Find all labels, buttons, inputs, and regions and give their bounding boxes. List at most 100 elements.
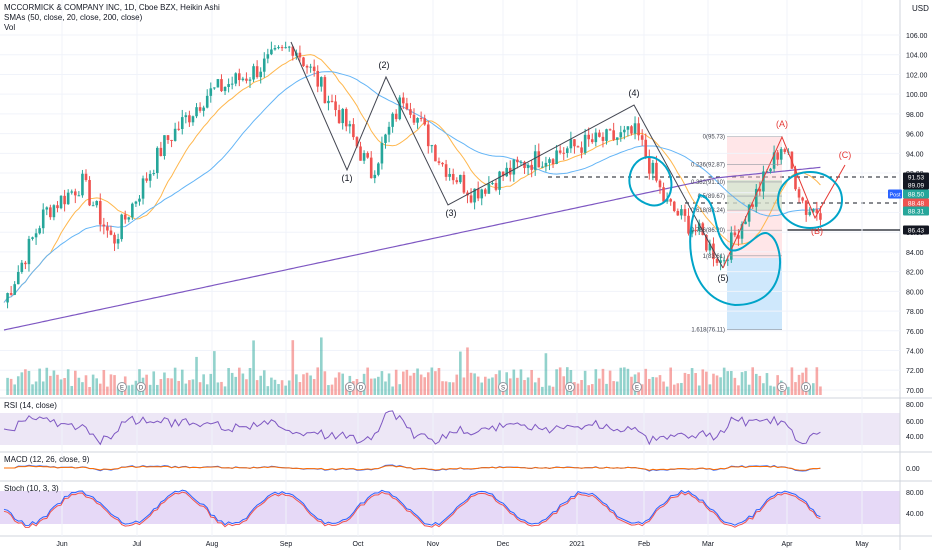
candle-body <box>209 88 213 96</box>
volume-bar <box>20 372 24 395</box>
candle-body <box>494 183 498 190</box>
event-marker-circle <box>356 382 366 392</box>
volume-bar <box>665 386 669 395</box>
candle-body <box>737 235 740 239</box>
volume-bar <box>312 379 316 395</box>
candle-body <box>669 199 672 202</box>
candle-body <box>648 156 651 174</box>
volume-bar <box>430 367 434 395</box>
volume-bar <box>494 374 498 395</box>
volume-bar <box>134 380 138 395</box>
volume-bar <box>808 385 812 395</box>
volume-bar <box>594 369 598 395</box>
candle-body <box>744 221 747 225</box>
highlight-ellipse-right <box>777 171 843 229</box>
volume-bar <box>754 373 758 395</box>
volume-bar <box>412 372 416 395</box>
candle-body <box>405 103 409 110</box>
volume-bar <box>95 378 98 395</box>
wave-label: (3) <box>446 208 457 218</box>
price-badge <box>903 189 929 199</box>
candle-body <box>619 132 623 138</box>
volume-bar <box>341 373 344 395</box>
x-tick-label: Aug <box>206 541 219 548</box>
candle-body <box>676 210 680 216</box>
event-marker-label: D <box>804 386 809 392</box>
candle-body <box>623 129 626 133</box>
volume-bar <box>455 374 459 395</box>
x-tick-label: Nov <box>427 541 440 548</box>
candle-body <box>34 233 38 238</box>
candle-body <box>469 195 473 203</box>
candle-body <box>74 191 77 196</box>
candle-body <box>583 134 587 153</box>
candle-body <box>362 153 366 161</box>
volume-bar <box>234 376 238 395</box>
candle-body <box>812 209 815 212</box>
candle-body <box>594 132 598 143</box>
volume-bar <box>708 384 712 395</box>
candle-body <box>284 47 287 49</box>
volume-bar <box>484 376 487 395</box>
candle-body <box>651 162 655 174</box>
candle-body <box>480 189 484 199</box>
volume-bar <box>551 386 555 395</box>
volume-bar <box>516 377 519 395</box>
volume-bar <box>762 383 765 395</box>
elliott-wave-path <box>290 41 724 269</box>
candle-body <box>797 189 801 198</box>
candle-body <box>590 139 594 143</box>
stoch-legend: Stoch (10, 3, 3) <box>4 484 59 493</box>
candle-body <box>13 284 16 295</box>
volume-bar <box>555 369 558 395</box>
volume-bar <box>295 374 298 395</box>
candle-body <box>804 200 808 215</box>
volume-bar <box>402 371 405 395</box>
candle-body <box>27 238 31 265</box>
volume-bar <box>320 337 323 395</box>
candle-body <box>409 109 412 115</box>
volume-bar <box>259 375 262 395</box>
candle-body <box>708 243 712 251</box>
candle-body <box>88 179 91 206</box>
candle-body <box>815 209 819 214</box>
candle-body <box>316 70 320 87</box>
price-tick-label: 84.00 <box>906 250 924 257</box>
event-marker-label: D <box>359 386 364 392</box>
x-tick-label: 2021 <box>569 541 585 548</box>
candle-body <box>672 201 676 211</box>
price-badge-label: 86.43 <box>908 228 925 235</box>
candle-body <box>238 73 241 81</box>
candle-body <box>573 139 576 147</box>
candle-body <box>730 232 733 260</box>
volume-bar <box>769 385 772 395</box>
candle-body <box>330 100 334 102</box>
volume-bar <box>394 369 398 395</box>
volume-bar <box>744 371 747 395</box>
volume-bar <box>687 374 690 395</box>
volume-bar <box>113 375 116 395</box>
volume-bar <box>205 384 209 395</box>
candle-body <box>277 47 280 49</box>
volume-bar <box>416 368 419 395</box>
x-tick-label: Apr <box>782 541 794 548</box>
volume-bar <box>52 370 56 395</box>
candle-body <box>423 118 426 125</box>
candle-body <box>701 223 705 235</box>
volume-bar <box>794 382 797 395</box>
volume-bar <box>56 374 59 395</box>
volume-legend: Vol <box>4 23 16 32</box>
candle-body <box>184 115 188 118</box>
fib-level-label: 1.618(76.11) <box>691 328 725 334</box>
candle-body <box>280 47 284 49</box>
candle-body <box>762 171 765 192</box>
volume-bar <box>587 385 590 395</box>
candle-body <box>505 167 508 177</box>
volume-bar <box>459 351 462 395</box>
candle-body <box>24 262 27 265</box>
volume-bar <box>519 369 523 395</box>
candle-body <box>113 234 116 244</box>
wave-label: (C) <box>839 150 852 160</box>
volume-bar <box>330 384 334 395</box>
